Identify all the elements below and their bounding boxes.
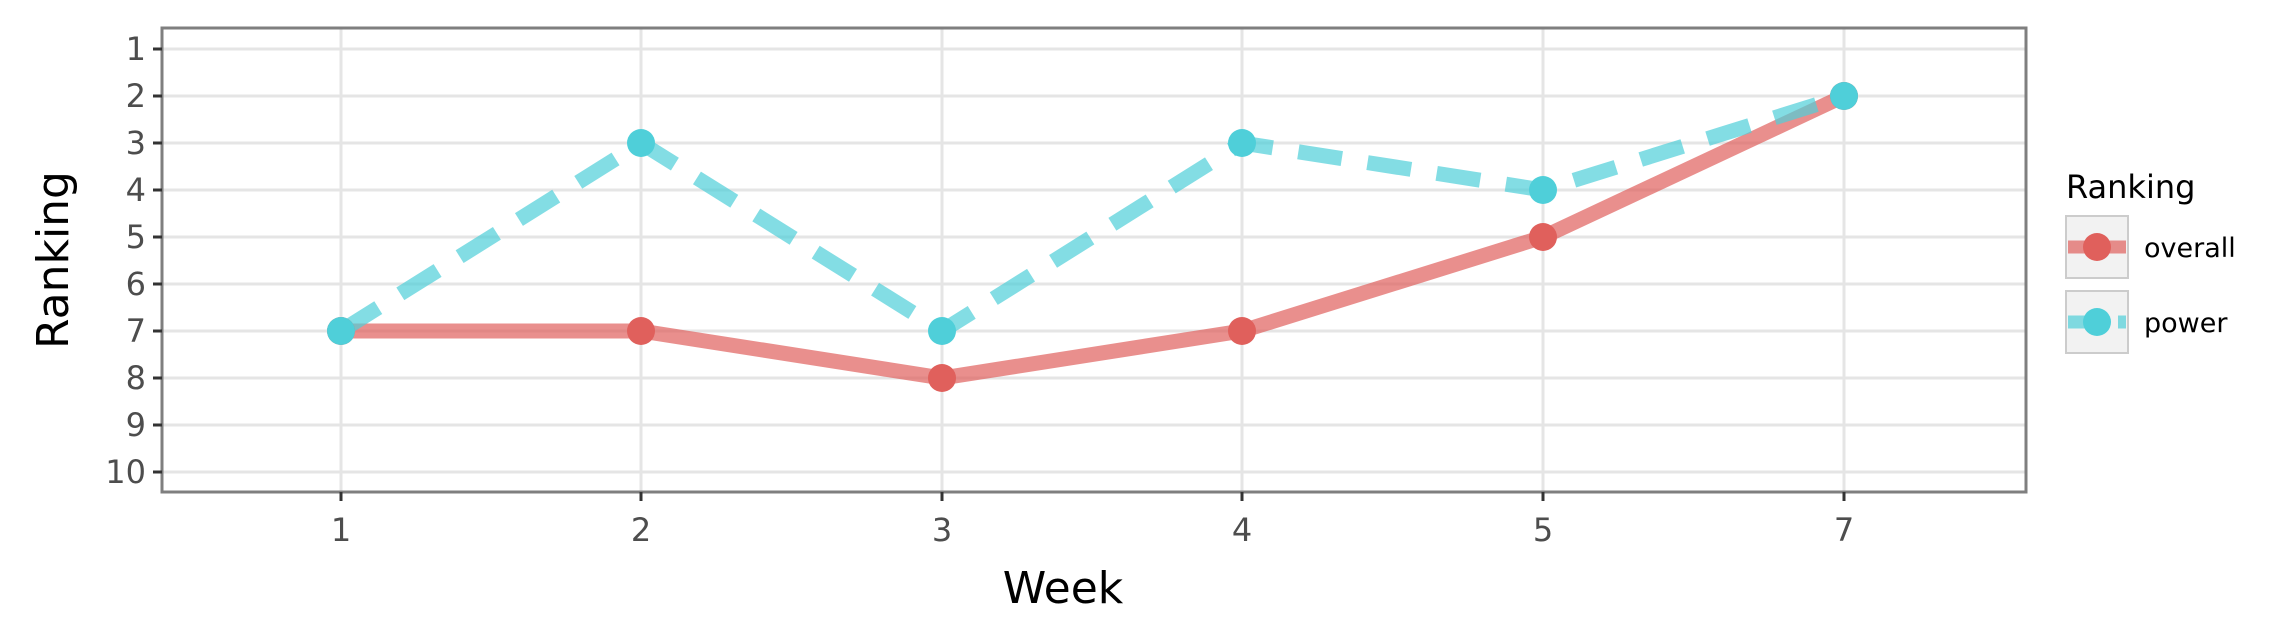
y-tick-label: 6 <box>126 265 146 303</box>
y-tick-label: 10 <box>105 453 146 491</box>
data-point-power <box>627 129 655 157</box>
data-point-overall <box>627 317 655 345</box>
x-tick-label: 7 <box>1834 511 1854 549</box>
data-point-power <box>1830 82 1858 110</box>
legend-label-power: power <box>2144 308 2228 339</box>
y-tick-label: 5 <box>126 218 146 256</box>
y-tick-label: 2 <box>126 77 146 115</box>
legend-point-overall <box>2083 233 2111 261</box>
legend-point-power <box>2083 308 2111 336</box>
data-point-overall <box>928 364 956 392</box>
data-point-power <box>1228 129 1256 157</box>
series-line-power <box>337 88 1847 339</box>
x-tick-label: 4 <box>1232 511 1252 549</box>
data-point-overall <box>1529 223 1557 251</box>
y-axis-title: Ranking <box>28 171 79 349</box>
series-points <box>327 82 1858 392</box>
x-axis-title: Week <box>1003 563 1124 614</box>
y-tick-label: 9 <box>126 406 146 444</box>
legend-label-overall: overall <box>2144 233 2236 264</box>
data-point-power <box>1529 176 1557 204</box>
x-tick-label: 5 <box>1533 511 1553 549</box>
data-point-overall <box>1228 317 1256 345</box>
grid-lines <box>162 28 2026 492</box>
series-lines <box>337 88 1848 386</box>
plot-panel-border <box>160 26 2028 494</box>
y-tick-label: 7 <box>126 312 146 350</box>
y-tick-label: 1 <box>126 30 146 68</box>
series-line-overall <box>341 89 1848 386</box>
x-tick-label: 2 <box>631 511 651 549</box>
y-axis-ticks: 1 2 3 4 5 6 7 8 9 10 <box>105 30 162 491</box>
y-tick-label: 3 <box>126 124 146 162</box>
data-point-power <box>928 317 956 345</box>
legend-title: Ranking <box>2066 168 2195 206</box>
legend: Ranking overall power <box>2065 168 2236 354</box>
data-point-power <box>327 317 355 345</box>
y-tick-label: 4 <box>126 171 146 209</box>
x-axis-ticks: 1 2 3 4 5 7 <box>331 492 1854 549</box>
x-tick-label: 1 <box>331 511 351 549</box>
y-tick-label: 8 <box>126 359 146 397</box>
x-tick-label: 3 <box>932 511 952 549</box>
